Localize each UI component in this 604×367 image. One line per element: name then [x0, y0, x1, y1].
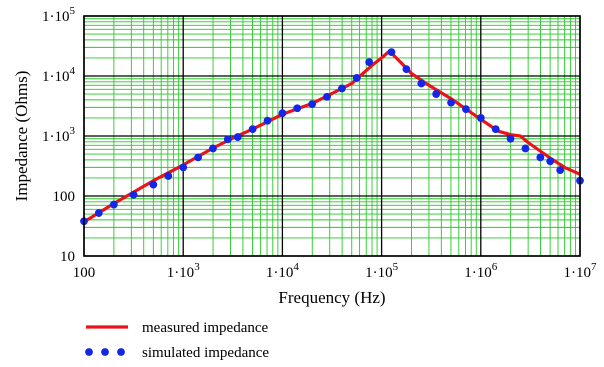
simulated-impedance-point	[536, 153, 545, 162]
simulated-impedance-point	[447, 98, 455, 107]
simulated-impedance-point	[223, 135, 232, 144]
y-tick-label: 10	[60, 249, 75, 265]
x-tick-label: 1·105	[365, 261, 399, 281]
y-tick-label: 1·104	[42, 65, 76, 85]
simulated-impedance-point	[521, 144, 530, 153]
simulated-impedance-point	[278, 109, 287, 118]
x-tick-label: 1·107	[564, 261, 598, 281]
simulated-impedance-point	[129, 190, 138, 199]
simulated-impedance-point	[462, 105, 470, 114]
simulated-impedance-point	[233, 133, 242, 141]
legend-label-measured: measured impedance	[142, 320, 269, 336]
simulated-impedance-point	[387, 48, 396, 57]
series-layer	[80, 48, 584, 226]
simulated-impedance-point	[94, 209, 103, 217]
simulated-impedance-point	[109, 200, 118, 209]
simulated-impedance-point	[149, 180, 158, 189]
simulated-impedance-point	[209, 144, 217, 153]
simulated-impedance-point	[179, 163, 188, 172]
x-tick-labels: 100 1·103 1·104 1·105 1·106 1·107	[73, 261, 597, 281]
simulated-impedance-point	[556, 166, 565, 175]
legend-swatch-simulated-dot	[85, 348, 93, 356]
plot-frame	[83, 15, 581, 257]
simulated-impedance-point	[338, 84, 346, 93]
y-axis-title: Impedance (Ohms)	[12, 71, 31, 202]
x-axis-title: Frequency (Hz)	[278, 288, 385, 307]
simulated-impedance-point	[506, 134, 515, 143]
simulated-impedance-point	[194, 153, 202, 162]
x-tick-label: 1·104	[266, 261, 300, 281]
x-tick-label: 100	[73, 265, 96, 281]
legend-swatch-simulated-dot	[101, 348, 109, 356]
simulated-impedance-point	[546, 157, 555, 166]
simulated-impedance-point	[164, 172, 173, 180]
simulated-impedance-point	[476, 114, 485, 122]
y-tick-label: 1·105	[42, 5, 76, 25]
legend-swatch-simulated-dot	[117, 348, 125, 356]
x-tick-label: 1·103	[167, 261, 201, 281]
simulated-impedance-point	[323, 92, 331, 101]
simulated-impedance-point	[293, 104, 302, 113]
legend: measured impedance simulated impedance	[85, 320, 269, 361]
legend-label-simulated: simulated impedance	[142, 345, 269, 361]
y-tick-label: 100	[53, 189, 76, 205]
simulated-impedance-point	[308, 100, 317, 109]
simulated-impedance-point	[263, 116, 272, 125]
simulated-impedance-point	[432, 90, 441, 98]
grid	[83, 15, 581, 257]
y-tick-labels: 10 100 1·103 1·104 1·105	[42, 5, 76, 265]
simulated-impedance-point	[248, 125, 257, 134]
simulated-impedance-point	[491, 125, 500, 134]
simulated-impedance-point	[352, 73, 361, 82]
simulated-impedance-point	[417, 79, 426, 88]
y-tick-label: 1·103	[42, 125, 76, 145]
simulated-impedance-point	[402, 65, 411, 74]
x-tick-label: 1·106	[464, 261, 498, 281]
simulated-impedance-point	[365, 58, 374, 67]
